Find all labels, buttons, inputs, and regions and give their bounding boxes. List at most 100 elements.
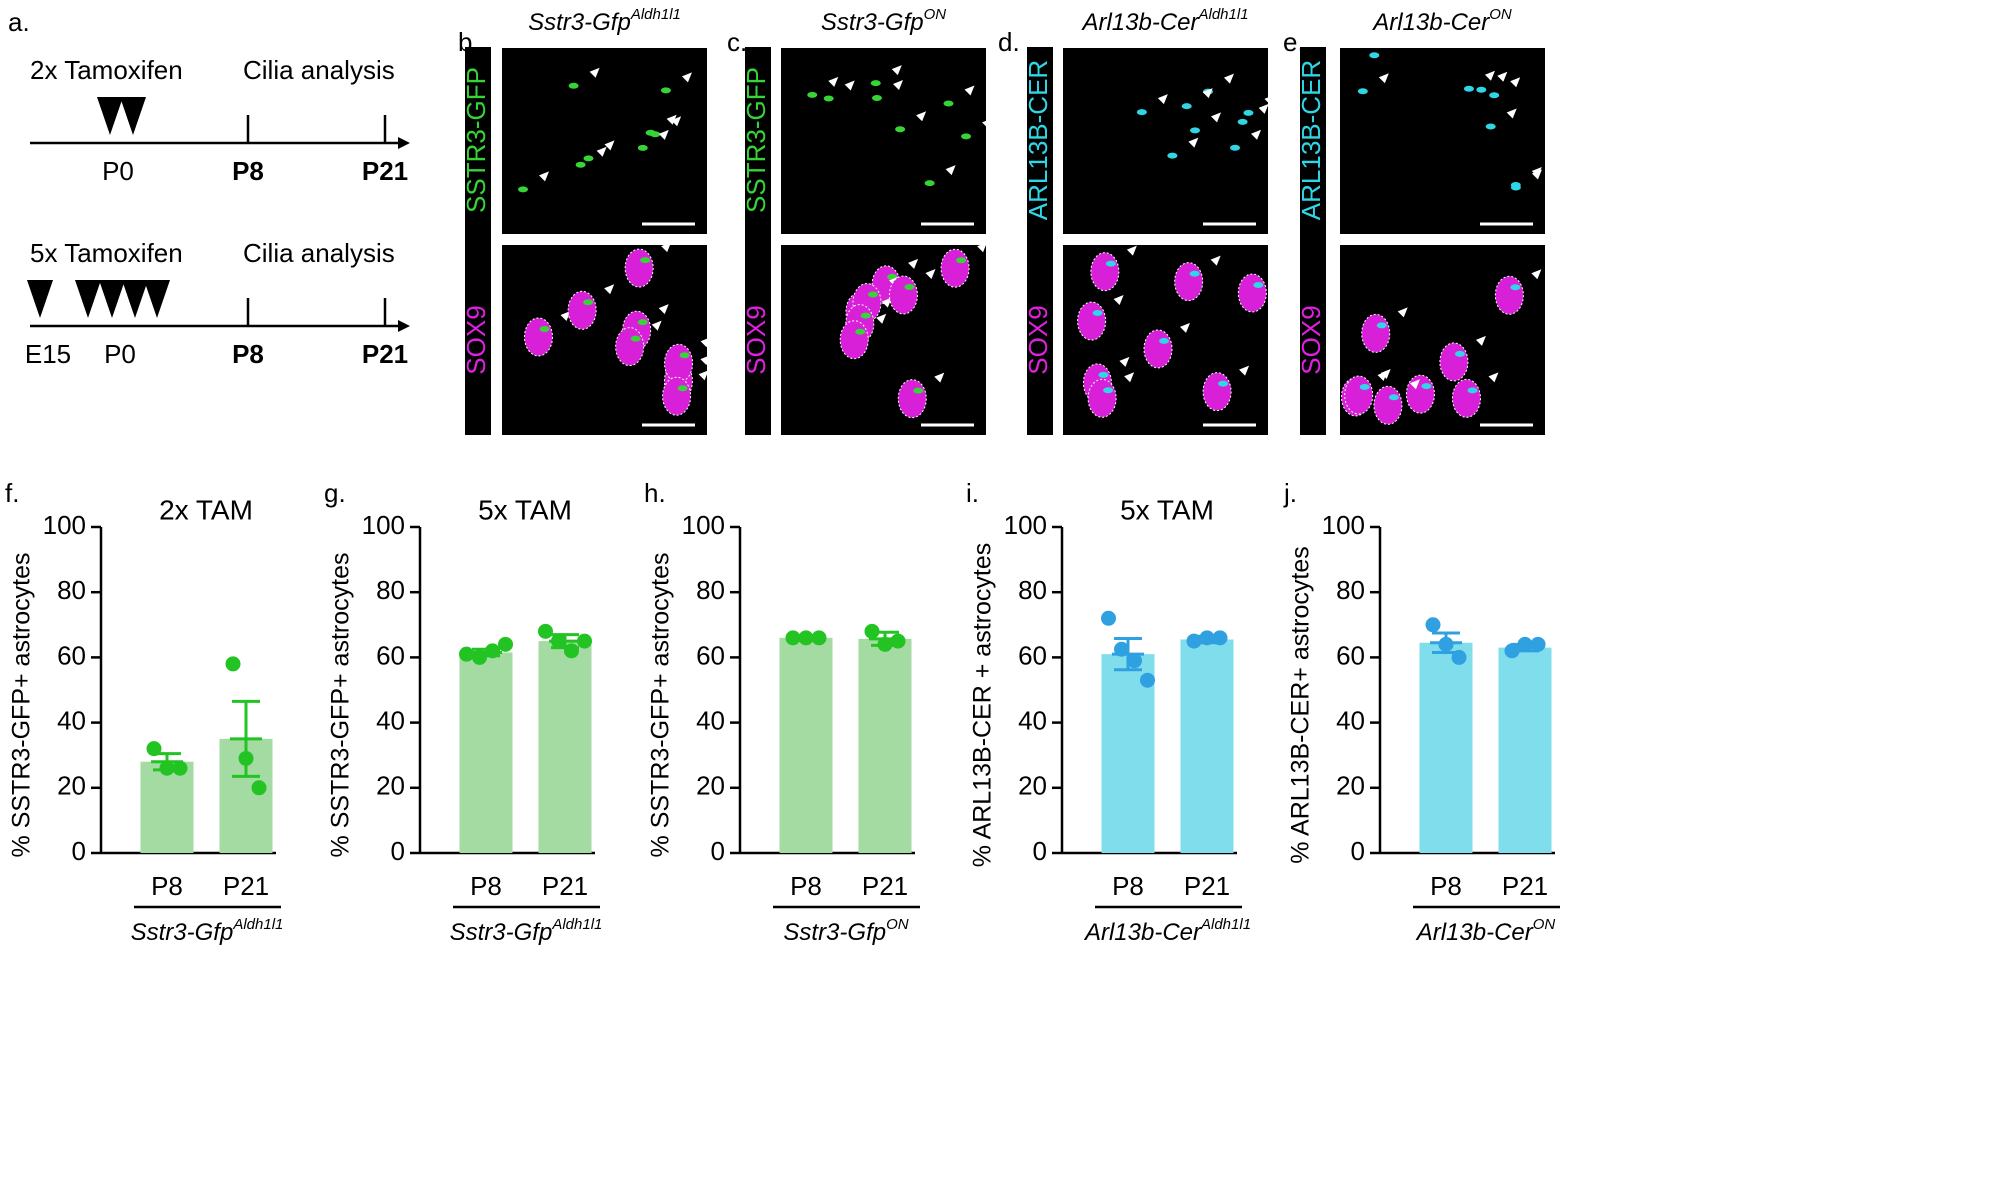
y-tick-label: 60: [376, 640, 405, 670]
channel-strip: [465, 47, 491, 435]
micrograph: [1063, 48, 1268, 234]
channel-strip: [1300, 47, 1326, 435]
arrowhead-marker: [1124, 372, 1135, 383]
arrowhead-marker: [589, 67, 600, 78]
channel-label: SOX9: [1023, 305, 1053, 374]
timepoint-label: P8: [232, 156, 264, 186]
data-point: [811, 630, 827, 646]
tamoxifen-arrow: [75, 280, 101, 318]
tamoxifen-arrow: [144, 280, 170, 318]
nucleus: [1439, 342, 1469, 382]
tamoxifen-arrow: [120, 97, 146, 135]
nucleus: [567, 290, 597, 330]
channel-label: ARL13B-CER: [1023, 60, 1053, 220]
nucleus: [624, 248, 654, 288]
data-point: [864, 623, 880, 639]
cilium: [1489, 92, 1500, 99]
group-label-main: Sstr3-Gfp: [131, 919, 234, 946]
arrowhead-marker: [1409, 379, 1420, 390]
y-tick-label: 40: [696, 705, 725, 735]
timepoint-label: P8: [232, 339, 264, 369]
bar: [1498, 647, 1552, 853]
cilium: [1136, 109, 1147, 116]
x-tick-label: P21: [542, 871, 588, 901]
y-axis-label: % ARL13B-CER+ astrocytes: [1287, 546, 1315, 864]
cilium: [1388, 394, 1399, 401]
data-point: [1517, 636, 1533, 652]
arrowhead-marker: [1251, 129, 1262, 140]
data-point: [238, 750, 254, 766]
cilium: [895, 126, 906, 133]
cilium: [904, 283, 915, 290]
data-point: [1186, 633, 1202, 649]
x-tick-label: P21: [862, 871, 908, 901]
arrowhead-marker: [1497, 71, 1508, 82]
tamoxifen-arrow: [97, 97, 123, 135]
arrowhead-marker: [1531, 169, 1542, 180]
arrowhead-marker: [658, 304, 669, 315]
panel-label: h.: [644, 478, 666, 508]
cilium: [1510, 184, 1521, 191]
cilium: [575, 161, 586, 168]
cilium: [956, 257, 967, 264]
cilium: [1218, 380, 1229, 387]
cilium: [860, 312, 871, 319]
cilium: [1376, 322, 1387, 329]
micrograph: [1340, 48, 1545, 234]
arrowhead-marker: [596, 146, 607, 157]
nucleus: [888, 275, 918, 315]
arrow-head: [398, 137, 410, 149]
y-tick-label: 100: [362, 510, 405, 540]
arrowhead-marker: [977, 242, 988, 253]
y-tick-label: 40: [1018, 705, 1047, 735]
arrowhead-marker: [1390, 37, 1401, 48]
arrowhead-marker: [681, 72, 692, 83]
tamoxifen-arrow: [122, 280, 148, 318]
cilium: [1421, 383, 1432, 390]
cilium: [1454, 350, 1465, 357]
nucleus: [897, 379, 927, 419]
data-point: [1212, 630, 1228, 646]
data-point: [798, 630, 814, 646]
cilium: [650, 131, 661, 138]
group-label-sup: Aldh1l1: [551, 916, 602, 933]
arrow-head: [398, 320, 410, 332]
treatment: 5x Tamoxifen: [30, 238, 183, 268]
arrowhead-marker: [1119, 356, 1130, 367]
data-point: [1140, 672, 1155, 688]
cilium: [924, 180, 935, 187]
arrowhead-marker: [1239, 365, 1250, 376]
nucleus: [615, 327, 645, 367]
arrowhead-marker: [666, 114, 677, 125]
y-tick-label: 80: [1336, 575, 1365, 605]
y-tick-label: 0: [1033, 836, 1047, 866]
cilium: [1359, 384, 1370, 391]
y-tick-label: 20: [696, 771, 725, 801]
y-tick-label: 40: [57, 705, 86, 735]
data-point: [890, 633, 906, 649]
panel-label: d.: [998, 27, 1020, 57]
data-point: [877, 636, 893, 652]
timepoint-label: E15: [25, 339, 71, 369]
x-tick-label: P21: [1502, 871, 1548, 901]
group-label: Sstr3-GfpAldh1l1: [131, 916, 284, 946]
arrowhead-marker: [982, 118, 993, 129]
y-tick-label: 20: [1336, 771, 1365, 801]
nucleus: [1344, 375, 1374, 415]
arrowhead-marker: [1510, 77, 1521, 88]
micrograph: [502, 48, 707, 234]
y-tick-label: 80: [696, 575, 725, 605]
arrowhead-marker: [1378, 73, 1389, 84]
panel-label: i.: [966, 478, 979, 508]
data-point: [785, 630, 801, 646]
cilium: [1510, 284, 1521, 291]
bar: [459, 652, 513, 853]
x-tick-label: P21: [223, 871, 269, 901]
y-tick-label: 20: [376, 771, 405, 801]
arrowhead-marker: [1179, 322, 1190, 333]
cilium: [1190, 127, 1201, 134]
arrowhead-marker: [651, 320, 662, 331]
nucleus: [523, 317, 553, 357]
y-tick-label: 100: [682, 510, 725, 540]
channel-label: SOX9: [741, 305, 771, 374]
